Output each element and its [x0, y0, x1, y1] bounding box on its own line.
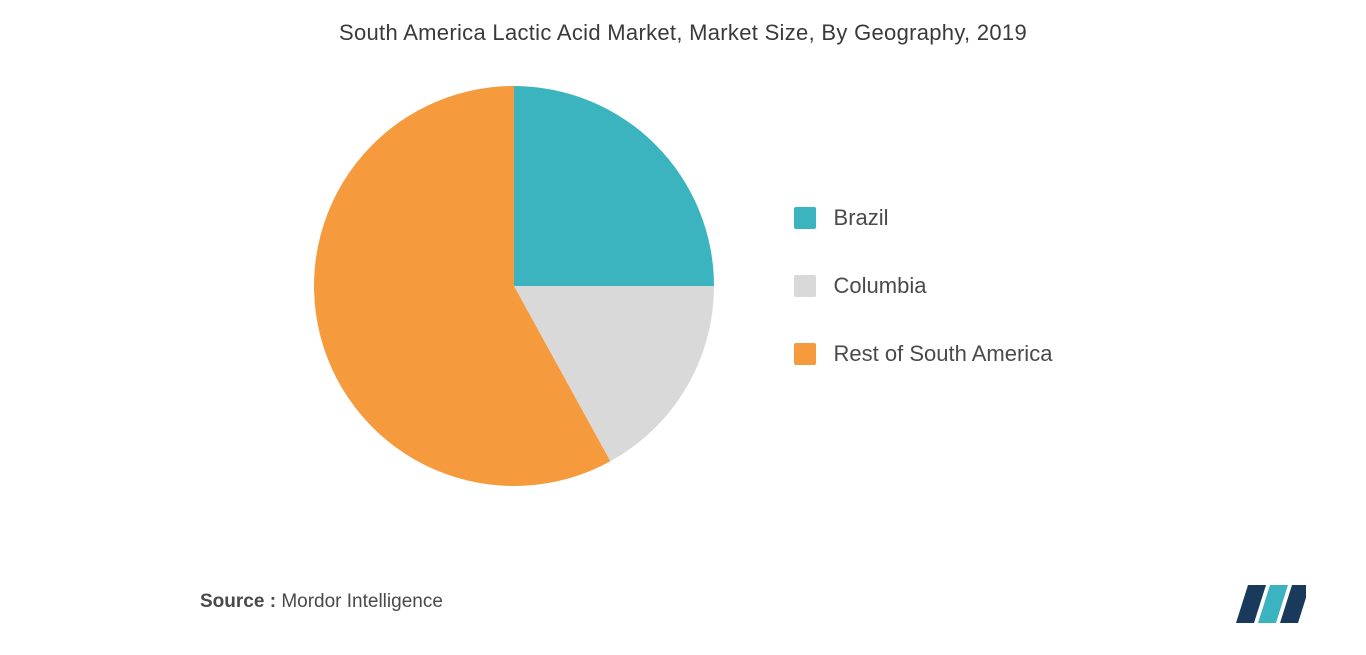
chart-area: Brazil Columbia Rest of South America	[0, 86, 1366, 486]
pie-slice-brazil	[514, 86, 714, 286]
source-label: Source :	[200, 591, 276, 612]
legend-swatch	[794, 275, 816, 297]
legend-item-columbia: Columbia	[794, 273, 1053, 299]
legend-item-rest-of-south-america: Rest of South America	[794, 341, 1053, 367]
legend-label: Rest of South America	[834, 341, 1053, 367]
legend-label: Columbia	[834, 273, 927, 299]
pie-chart	[314, 86, 714, 486]
legend-swatch	[794, 343, 816, 365]
legend-swatch	[794, 207, 816, 229]
source-attribution: Source : Mordor Intelligence	[200, 591, 443, 613]
brand-logo	[1236, 585, 1306, 625]
chart-title: South America Lactic Acid Market, Market…	[0, 0, 1366, 46]
legend-label: Brazil	[834, 205, 889, 231]
source-value: Mordor Intelligence	[281, 591, 443, 612]
legend-item-brazil: Brazil	[794, 205, 1053, 231]
legend: Brazil Columbia Rest of South America	[794, 205, 1053, 367]
